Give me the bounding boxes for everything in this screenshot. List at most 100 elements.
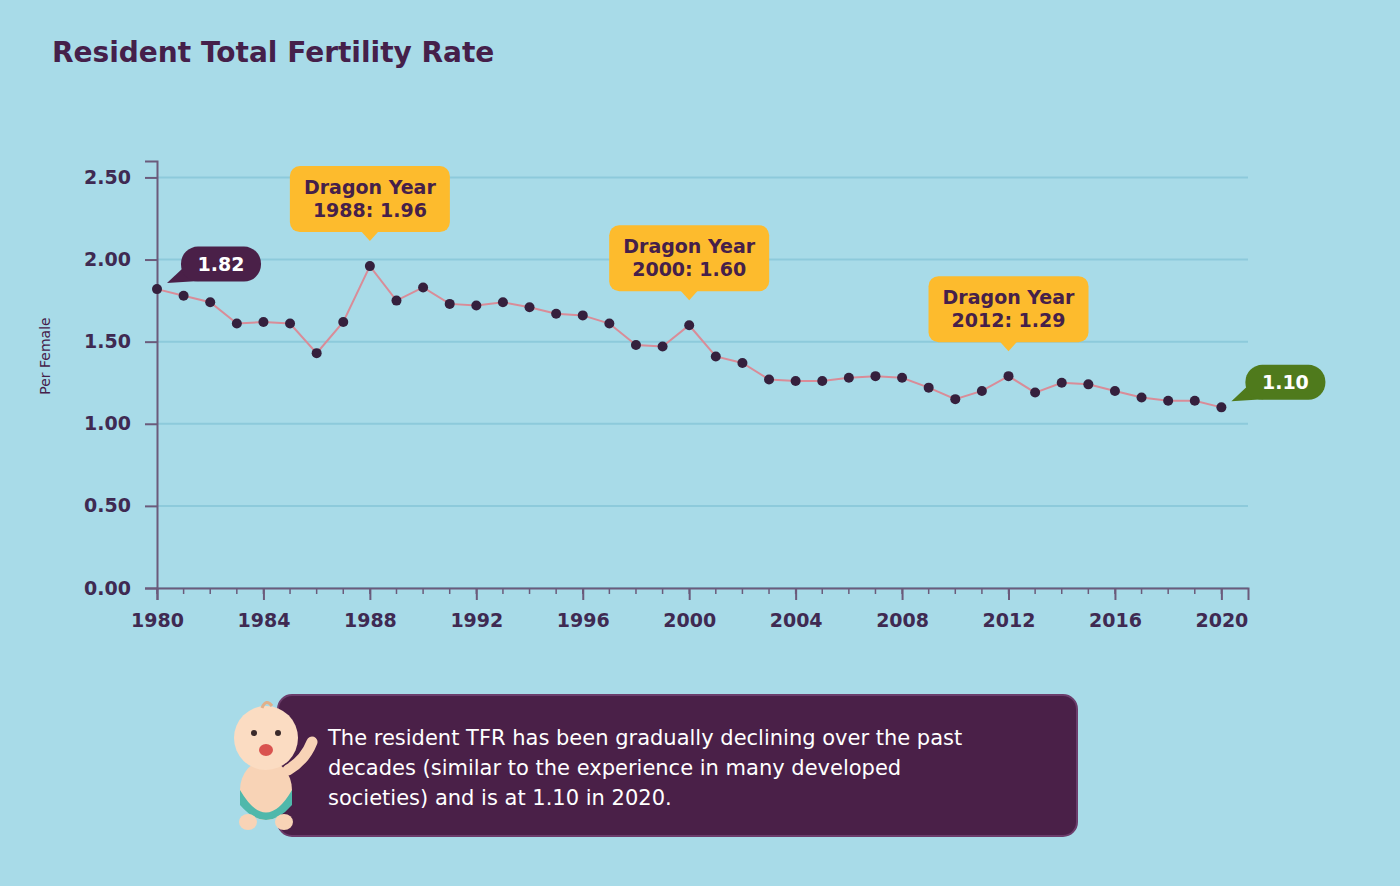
x-minor-tick xyxy=(502,588,504,594)
x-minor-tick xyxy=(795,588,797,594)
y-axis: 0.00 0.50 1.00 1.50 2.00 2.50 xyxy=(84,162,157,599)
y-tick: 0.00 xyxy=(84,577,157,599)
x-minor-tick xyxy=(555,588,557,594)
marker xyxy=(684,320,694,330)
chart: Resident Total Fertility Rate 0.00 0.50 1.0… xyxy=(0,0,1400,886)
x-tick-mark xyxy=(795,588,797,600)
y-tick: 2.00 xyxy=(84,248,157,270)
x-minor-tick xyxy=(156,588,158,594)
annotation: 1.10 xyxy=(1231,365,1325,402)
marker xyxy=(1004,371,1014,381)
baby-icon-part xyxy=(275,730,281,736)
x-tick: 2004 xyxy=(770,588,823,631)
x-tick-mark xyxy=(689,588,691,600)
marker xyxy=(658,342,668,352)
annotation-text: 1.82 xyxy=(198,253,245,275)
callout-pointer xyxy=(680,290,698,300)
y-tick: 2.50 xyxy=(84,166,157,188)
x-minor-tick xyxy=(662,588,664,594)
y-tick-label: 2.00 xyxy=(84,248,131,270)
marker xyxy=(897,373,907,383)
x-minor-tick xyxy=(582,588,584,594)
x-minor-tick xyxy=(901,588,903,594)
y-tick: 0.50 xyxy=(84,494,157,516)
x-minor-ticks xyxy=(157,588,1221,594)
y-tick-mark xyxy=(145,341,157,343)
marker xyxy=(604,319,614,329)
x-minor-tick xyxy=(1088,588,1090,594)
x-tick: 1992 xyxy=(450,588,503,631)
x-minor-tick xyxy=(422,588,424,594)
title: Resident Total Fertility Rate xyxy=(52,36,494,69)
marker xyxy=(1083,379,1093,389)
marker xyxy=(525,302,535,312)
x-minor-tick xyxy=(848,588,850,594)
marker xyxy=(418,282,428,292)
x-minor-tick xyxy=(1061,588,1063,594)
callout-pointer xyxy=(361,231,379,241)
y-tick: 1.50 xyxy=(84,330,157,352)
x-minor-tick xyxy=(1167,588,1169,594)
callout-box xyxy=(929,276,1089,342)
marker xyxy=(737,358,747,368)
x-minor-tick xyxy=(1034,588,1036,594)
marker xyxy=(551,309,561,319)
x-minor-tick xyxy=(183,588,185,594)
x-tick-label: 2000 xyxy=(663,609,716,631)
annotation: Dragon Year1988: 1.96 xyxy=(290,166,450,241)
y-axis-line xyxy=(145,162,158,589)
caption-text: decades (similar to the experience in ma… xyxy=(328,756,901,780)
x-minor-tick xyxy=(1008,588,1010,594)
marker xyxy=(445,299,455,309)
x-tick-mark xyxy=(263,588,265,600)
marker xyxy=(817,376,827,386)
background xyxy=(0,0,1400,886)
x-tick: 1988 xyxy=(344,588,397,631)
marker xyxy=(631,340,641,350)
y-tick-mark xyxy=(145,588,157,590)
x-minor-tick xyxy=(821,588,823,594)
marker xyxy=(1110,386,1120,396)
marker xyxy=(1163,396,1173,406)
marker xyxy=(977,386,987,396)
marker xyxy=(152,284,162,294)
x-tick-label: 2004 xyxy=(770,609,823,631)
x-minor-tick xyxy=(981,588,983,594)
marker xyxy=(312,348,322,358)
annotation-text: 1988: 1.96 xyxy=(313,199,427,221)
x-minor-tick xyxy=(396,588,398,594)
x-minor-tick xyxy=(316,588,318,594)
x-tick-label: 1980 xyxy=(131,609,184,631)
x-minor-tick xyxy=(1221,588,1223,594)
y-tick-mark xyxy=(145,259,157,261)
marker xyxy=(870,371,880,381)
annotation-text: 1.10 xyxy=(1262,371,1309,393)
x-tick-label: 2008 xyxy=(876,609,929,631)
grid-line xyxy=(157,505,1248,507)
x-minor-tick xyxy=(609,588,611,594)
grid-line xyxy=(157,423,1248,425)
callout-box xyxy=(609,225,769,291)
annotation-text: 2012: 1.29 xyxy=(952,309,1066,331)
annotation-text: 2000: 1.60 xyxy=(632,258,746,280)
x-tick: 1980 xyxy=(131,588,184,631)
marker xyxy=(258,317,268,327)
marker xyxy=(1216,402,1226,412)
caption: The resident TFR has been gradually decl… xyxy=(278,695,1077,836)
x-minor-tick xyxy=(209,588,211,594)
marker xyxy=(764,374,774,384)
marker xyxy=(711,351,721,361)
x-minor-tick xyxy=(476,588,478,594)
y-tick: 1.00 xyxy=(84,412,157,434)
marker xyxy=(365,261,375,271)
x-minor-tick xyxy=(928,588,930,594)
x-minor-tick xyxy=(343,588,345,594)
annotation-text: Dragon Year xyxy=(623,235,755,257)
marker xyxy=(471,301,481,311)
x-tick-mark xyxy=(476,588,478,600)
baby-icon-part xyxy=(262,702,272,708)
x-tick-label: 1988 xyxy=(344,609,397,631)
marker xyxy=(205,297,215,307)
x-minor-tick xyxy=(742,588,744,594)
callout-pointer xyxy=(1000,341,1018,351)
